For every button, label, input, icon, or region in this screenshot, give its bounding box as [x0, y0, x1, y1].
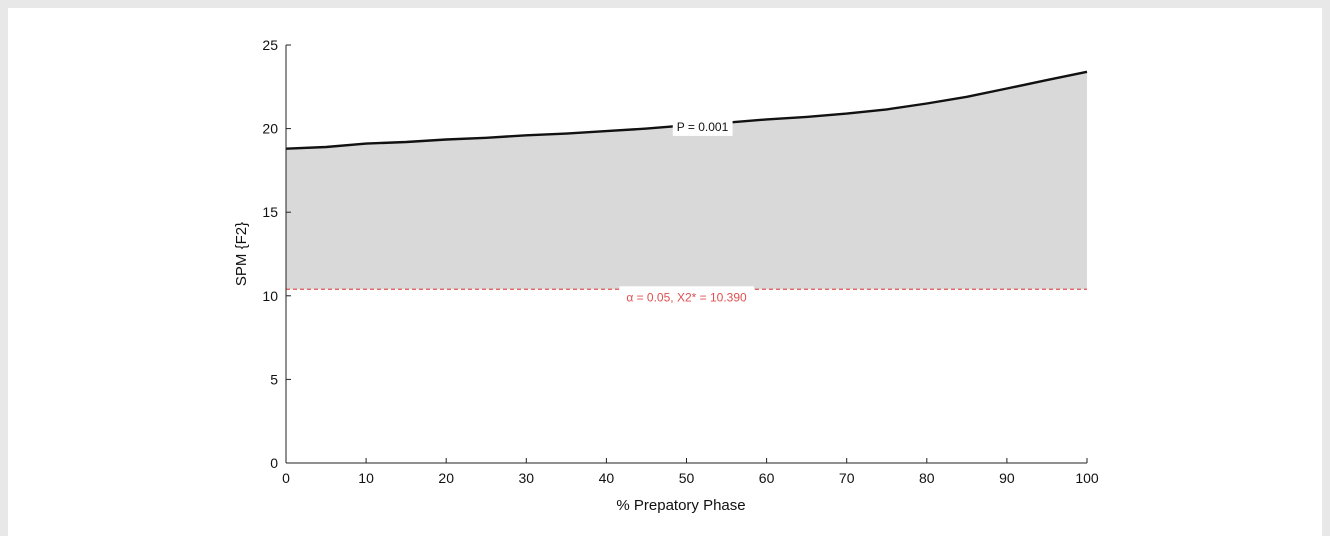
threshold-label-background [619, 286, 755, 307]
y-tick-label: 0 [270, 455, 278, 471]
y-tick-label: 15 [262, 204, 278, 220]
x-tick-label: 30 [519, 470, 535, 486]
y-tick-label: 20 [262, 121, 278, 137]
x-tick-label: 50 [679, 470, 695, 486]
suprathreshold-area [286, 71, 1087, 290]
y-tick-label: 5 [270, 371, 278, 387]
y-tick-label: 10 [262, 288, 278, 304]
x-tick-label: 20 [438, 470, 454, 486]
x-tick-label: 90 [999, 470, 1015, 486]
x-tick-label: 80 [919, 470, 935, 486]
y-axis-title: SPM {F2} [233, 222, 250, 286]
x-tick-label: 40 [599, 470, 615, 486]
x-tick-label: 100 [1075, 470, 1099, 486]
x-tick-label: 60 [759, 470, 775, 486]
p-value-label: P = 0.001 [677, 120, 729, 134]
x-axis-title: % Prepatory Phase [616, 497, 745, 514]
x-tick-label: 70 [839, 470, 855, 486]
x-tick-label: 0 [282, 470, 290, 486]
y-tick-label: 25 [262, 37, 278, 53]
figure-panel: 0 10 20 30 40 50 60 70 80 90 100 0 5 10 15 20 25 α = 0.0… [8, 8, 1322, 536]
spm-chart: 0 10 20 30 40 50 60 70 80 90 100 0 5 10 15 20 25 α = 0.0… [233, 37, 1099, 514]
x-tick-label: 10 [358, 470, 374, 486]
p-value-background [672, 117, 733, 136]
threshold-label: α = 0.05, X2* = 10.390 [626, 290, 747, 304]
